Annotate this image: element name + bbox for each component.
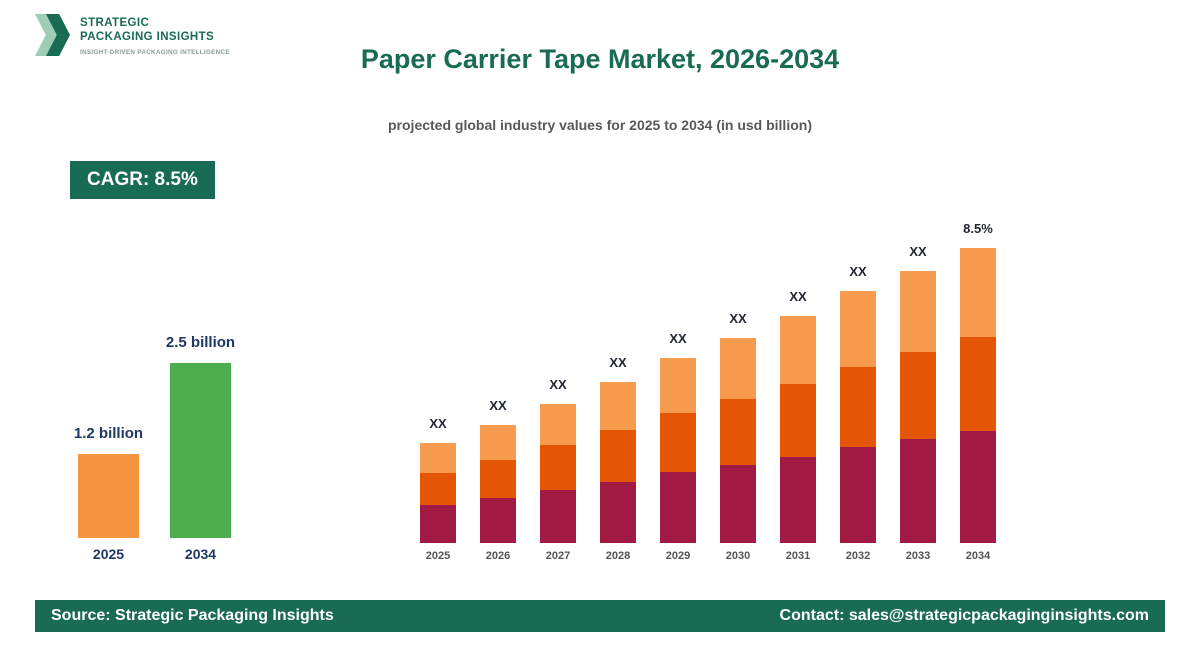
segment-middle-segment bbox=[960, 337, 996, 431]
x-axis-label: 2026 bbox=[485, 550, 511, 562]
segment-bottom-segment bbox=[420, 505, 456, 543]
stacked-bar-2028 bbox=[600, 382, 636, 543]
bar-top-label: XX bbox=[729, 311, 747, 326]
segment-top-segment bbox=[420, 443, 456, 473]
stacked-bar-2033 bbox=[900, 271, 936, 543]
stacked-bar-column: XX 2032 bbox=[840, 264, 876, 562]
x-axis-label: 2033 bbox=[905, 550, 931, 562]
stacked-bar-2030 bbox=[720, 338, 756, 543]
bar-top-label: XX bbox=[849, 264, 867, 279]
segment-top-segment bbox=[540, 404, 576, 445]
x-axis-label: 2034 bbox=[965, 550, 991, 562]
bar-top-label: XX bbox=[669, 331, 687, 346]
segment-top-segment bbox=[480, 425, 516, 460]
segment-bottom-segment bbox=[960, 431, 996, 543]
x-axis-label: 2031 bbox=[785, 550, 811, 562]
footer-bar: Source: Strategic Packaging Insights Con… bbox=[35, 600, 1165, 632]
bar-2034 bbox=[170, 363, 231, 538]
x-axis-label: 2025 bbox=[425, 550, 451, 562]
bar-top-label: XX bbox=[549, 377, 567, 392]
stacked-bar-column: XX 2027 bbox=[540, 377, 576, 562]
stacked-bar-column: XX 2028 bbox=[600, 355, 636, 562]
segment-middle-segment bbox=[900, 352, 936, 439]
x-axis-label: 2028 bbox=[605, 550, 631, 562]
segment-bottom-segment bbox=[900, 439, 936, 543]
bar-top-label: XX bbox=[789, 289, 807, 304]
logo-chevron-icon bbox=[35, 12, 71, 58]
stacked-bar-column: XX 2025 bbox=[420, 416, 456, 562]
logo-tagline: INSIGHT-DRIVEN PACKAGING INTELLIGENCE bbox=[80, 48, 230, 56]
bar-top-label: XX bbox=[429, 416, 447, 431]
segment-middle-segment bbox=[480, 460, 516, 498]
segment-bottom-segment bbox=[720, 465, 756, 543]
x-axis-label: 2029 bbox=[665, 550, 691, 562]
footer-source: Source: Strategic Packaging Insights bbox=[51, 607, 334, 624]
segment-middle-segment bbox=[780, 384, 816, 457]
stacked-bar-2026 bbox=[480, 425, 516, 543]
growth-comparison-chart: 1.2 billion 2025 2.5 billion 2034 bbox=[74, 334, 235, 562]
bar-top-label: 8.5% bbox=[963, 221, 993, 236]
x-axis-label: 2027 bbox=[545, 550, 571, 562]
segment-bottom-segment bbox=[540, 490, 576, 543]
segment-top-segment bbox=[840, 291, 876, 367]
mini-bar-column: 2.5 billion 2034 bbox=[166, 334, 235, 562]
logo-line2: PACKAGING INSIGHTS bbox=[80, 31, 215, 44]
chart-subtitle: projected global industry values for 202… bbox=[388, 117, 812, 133]
logo-text: STRATEGIC PACKAGING INSIGHTS INSIGHT-DRI… bbox=[80, 12, 230, 56]
stacked-bar-2034 bbox=[960, 248, 996, 543]
bar-top-label: XX bbox=[909, 244, 927, 259]
bar-value-label: 2.5 billion bbox=[165, 334, 236, 351]
bar-top-label: XX bbox=[489, 398, 507, 413]
segment-top-segment bbox=[720, 338, 756, 399]
bar-value-label: 1.2 billion bbox=[73, 425, 144, 442]
stacked-bar-2031 bbox=[780, 316, 816, 543]
stacked-bar-column: XX 2030 bbox=[720, 311, 756, 562]
stacked-bar-2029 bbox=[660, 358, 696, 543]
bar-2025 bbox=[78, 454, 139, 538]
segment-bottom-segment bbox=[660, 472, 696, 543]
stacked-bar-column: XX 2031 bbox=[780, 289, 816, 562]
segment-middle-segment bbox=[660, 413, 696, 472]
segment-top-segment bbox=[600, 382, 636, 430]
x-axis-label: 2025 bbox=[92, 546, 125, 562]
segment-bottom-segment bbox=[480, 498, 516, 543]
segment-bottom-segment bbox=[600, 482, 636, 543]
logo-line1: STRATEGIC bbox=[80, 17, 150, 29]
brand-logo: STRATEGIC PACKAGING INSIGHTS INSIGHT-DRI… bbox=[35, 12, 230, 58]
stacked-bar-2025 bbox=[420, 443, 456, 543]
segment-top-segment bbox=[660, 358, 696, 413]
segment-top-segment bbox=[780, 316, 816, 384]
cagr-badge: CAGR: 8.5% bbox=[70, 161, 215, 199]
segment-middle-segment bbox=[420, 473, 456, 505]
page-title: Paper Carrier Tape Market, 2026-2034 bbox=[360, 44, 840, 74]
x-axis-label: 2034 bbox=[184, 546, 217, 562]
footer-contact: Contact: sales@strategicpackaginginsight… bbox=[779, 607, 1149, 624]
mini-bar-column: 1.2 billion 2025 bbox=[74, 425, 143, 562]
segment-middle-segment bbox=[840, 367, 876, 447]
stacked-bar-column: 8.5% 2034 bbox=[960, 221, 996, 562]
segment-middle-segment bbox=[720, 399, 756, 465]
segment-middle-segment bbox=[540, 445, 576, 490]
x-axis-label: 2030 bbox=[725, 550, 751, 562]
stacked-bar-column: XX 2029 bbox=[660, 331, 696, 562]
stacked-bar-column: XX 2033 bbox=[900, 244, 936, 562]
stacked-bar-2032 bbox=[840, 291, 876, 543]
stacked-bar-column: XX 2026 bbox=[480, 398, 516, 562]
segment-top-segment bbox=[900, 271, 936, 352]
stacked-projection-chart: XX 2025 XX 2026 XX 2027 XX 2028 XX 2029 XX 2030 XX 20… bbox=[420, 221, 996, 562]
segment-top-segment bbox=[960, 248, 996, 337]
x-axis-label: 2032 bbox=[845, 550, 871, 562]
segment-bottom-segment bbox=[780, 457, 816, 543]
bar-top-label: XX bbox=[609, 355, 627, 370]
stacked-bar-2027 bbox=[540, 404, 576, 543]
segment-middle-segment bbox=[600, 430, 636, 482]
segment-bottom-segment bbox=[840, 447, 876, 543]
